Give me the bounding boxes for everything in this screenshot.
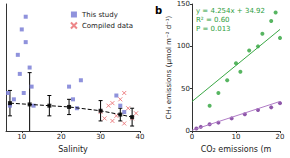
svg-text:20: 20: [276, 133, 285, 141]
svg-text:40: 40: [136, 133, 145, 141]
svg-text:0: 0: [185, 127, 190, 136]
svg-text:20: 20: [57, 133, 66, 141]
svg-text:Compiled data: Compiled data: [82, 22, 133, 30]
svg-text:P = 0.013: P = 0.013: [196, 25, 231, 33]
svg-text:30: 30: [96, 133, 105, 141]
svg-text:Salinity: Salinity: [58, 145, 88, 154]
svg-text:y = 4.254x + 34.92: y = 4.254x + 34.92: [196, 7, 265, 15]
svg-text:10: 10: [232, 133, 241, 141]
svg-text:50: 50: [181, 85, 190, 93]
svg-text:b: b: [155, 5, 162, 16]
svg-text:This study: This study: [81, 11, 118, 19]
svg-text:CO₂ emissions (m: CO₂ emissions (m: [201, 145, 272, 154]
svg-text:100: 100: [177, 42, 190, 50]
svg-text:10: 10: [17, 133, 26, 141]
svg-text:0: 0: [190, 133, 194, 141]
svg-text:CH₄ emissions (μmol m⁻² d⁻¹): CH₄ emissions (μmol m⁻² d⁻¹): [165, 15, 173, 119]
svg-text:R² = 0.60: R² = 0.60: [196, 16, 230, 24]
svg-text:150: 150: [177, 0, 190, 8]
